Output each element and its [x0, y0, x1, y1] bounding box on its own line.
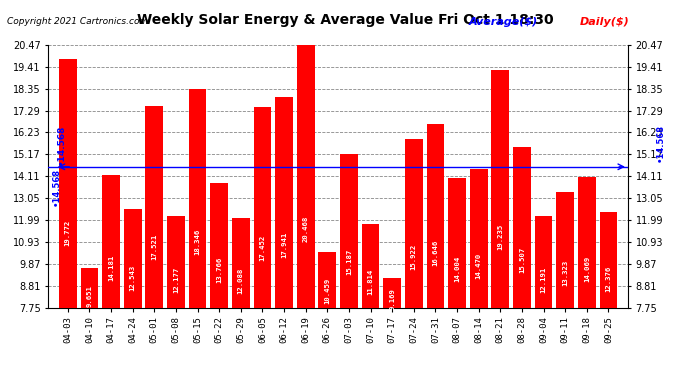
Text: 17.521: 17.521 — [151, 234, 157, 260]
Bar — [297, 45, 315, 308]
Bar — [535, 216, 553, 308]
Text: Daily($): Daily($) — [580, 17, 629, 27]
Text: 17.452: 17.452 — [259, 234, 266, 261]
Text: 20.468: 20.468 — [303, 216, 308, 242]
Text: 11.814: 11.814 — [368, 269, 373, 296]
Text: 12.088: 12.088 — [238, 267, 244, 294]
Text: 14.181: 14.181 — [108, 255, 114, 281]
Bar — [600, 212, 618, 308]
Bar — [59, 59, 77, 308]
Bar — [405, 139, 423, 308]
Bar — [146, 106, 163, 308]
Text: 19.772: 19.772 — [65, 220, 71, 246]
Bar — [384, 278, 401, 308]
Text: 17.941: 17.941 — [281, 231, 287, 258]
Bar — [556, 192, 574, 308]
Bar — [232, 218, 250, 308]
Text: Average($): Average($) — [469, 17, 538, 27]
Bar — [470, 169, 488, 308]
Text: 15.507: 15.507 — [519, 246, 525, 273]
Text: 9.169: 9.169 — [389, 288, 395, 310]
Bar — [340, 154, 358, 308]
Text: 12.543: 12.543 — [130, 265, 136, 291]
Text: Weekly Solar Energy & Average Value Fri Oct 1 18:30: Weekly Solar Energy & Average Value Fri … — [137, 13, 553, 27]
Text: 9.651: 9.651 — [86, 285, 92, 307]
Text: 10.459: 10.459 — [324, 278, 331, 304]
Text: 15.187: 15.187 — [346, 248, 352, 274]
Bar — [578, 177, 595, 308]
Bar — [102, 175, 120, 308]
Bar — [167, 216, 185, 308]
Bar — [253, 107, 271, 308]
Text: 12.376: 12.376 — [605, 266, 611, 292]
Text: •14.568: •14.568 — [51, 168, 60, 206]
Text: 13.766: 13.766 — [216, 257, 222, 284]
Bar — [448, 178, 466, 308]
Text: 14.470: 14.470 — [475, 253, 482, 279]
Bar — [81, 268, 98, 308]
Text: 14.069: 14.069 — [584, 255, 590, 282]
Text: •14.568: •14.568 — [656, 123, 664, 162]
Bar — [318, 252, 336, 308]
Bar — [426, 124, 444, 308]
Bar — [188, 89, 206, 308]
Bar — [491, 70, 509, 308]
Text: 13.323: 13.323 — [562, 260, 568, 286]
Text: Copyright 2021 Cartronics.com: Copyright 2021 Cartronics.com — [7, 17, 148, 26]
Text: 18.346: 18.346 — [195, 229, 201, 255]
Bar — [513, 147, 531, 308]
Text: 14.004: 14.004 — [454, 256, 460, 282]
Bar — [362, 224, 380, 308]
Bar — [210, 183, 228, 308]
Text: 19.235: 19.235 — [497, 223, 503, 249]
Bar — [124, 209, 141, 308]
Text: •14.568: •14.568 — [57, 125, 66, 165]
Bar — [275, 97, 293, 308]
Text: 12.177: 12.177 — [173, 267, 179, 293]
Text: 16.646: 16.646 — [433, 239, 438, 266]
Text: 12.191: 12.191 — [540, 267, 546, 293]
Text: 15.922: 15.922 — [411, 244, 417, 270]
